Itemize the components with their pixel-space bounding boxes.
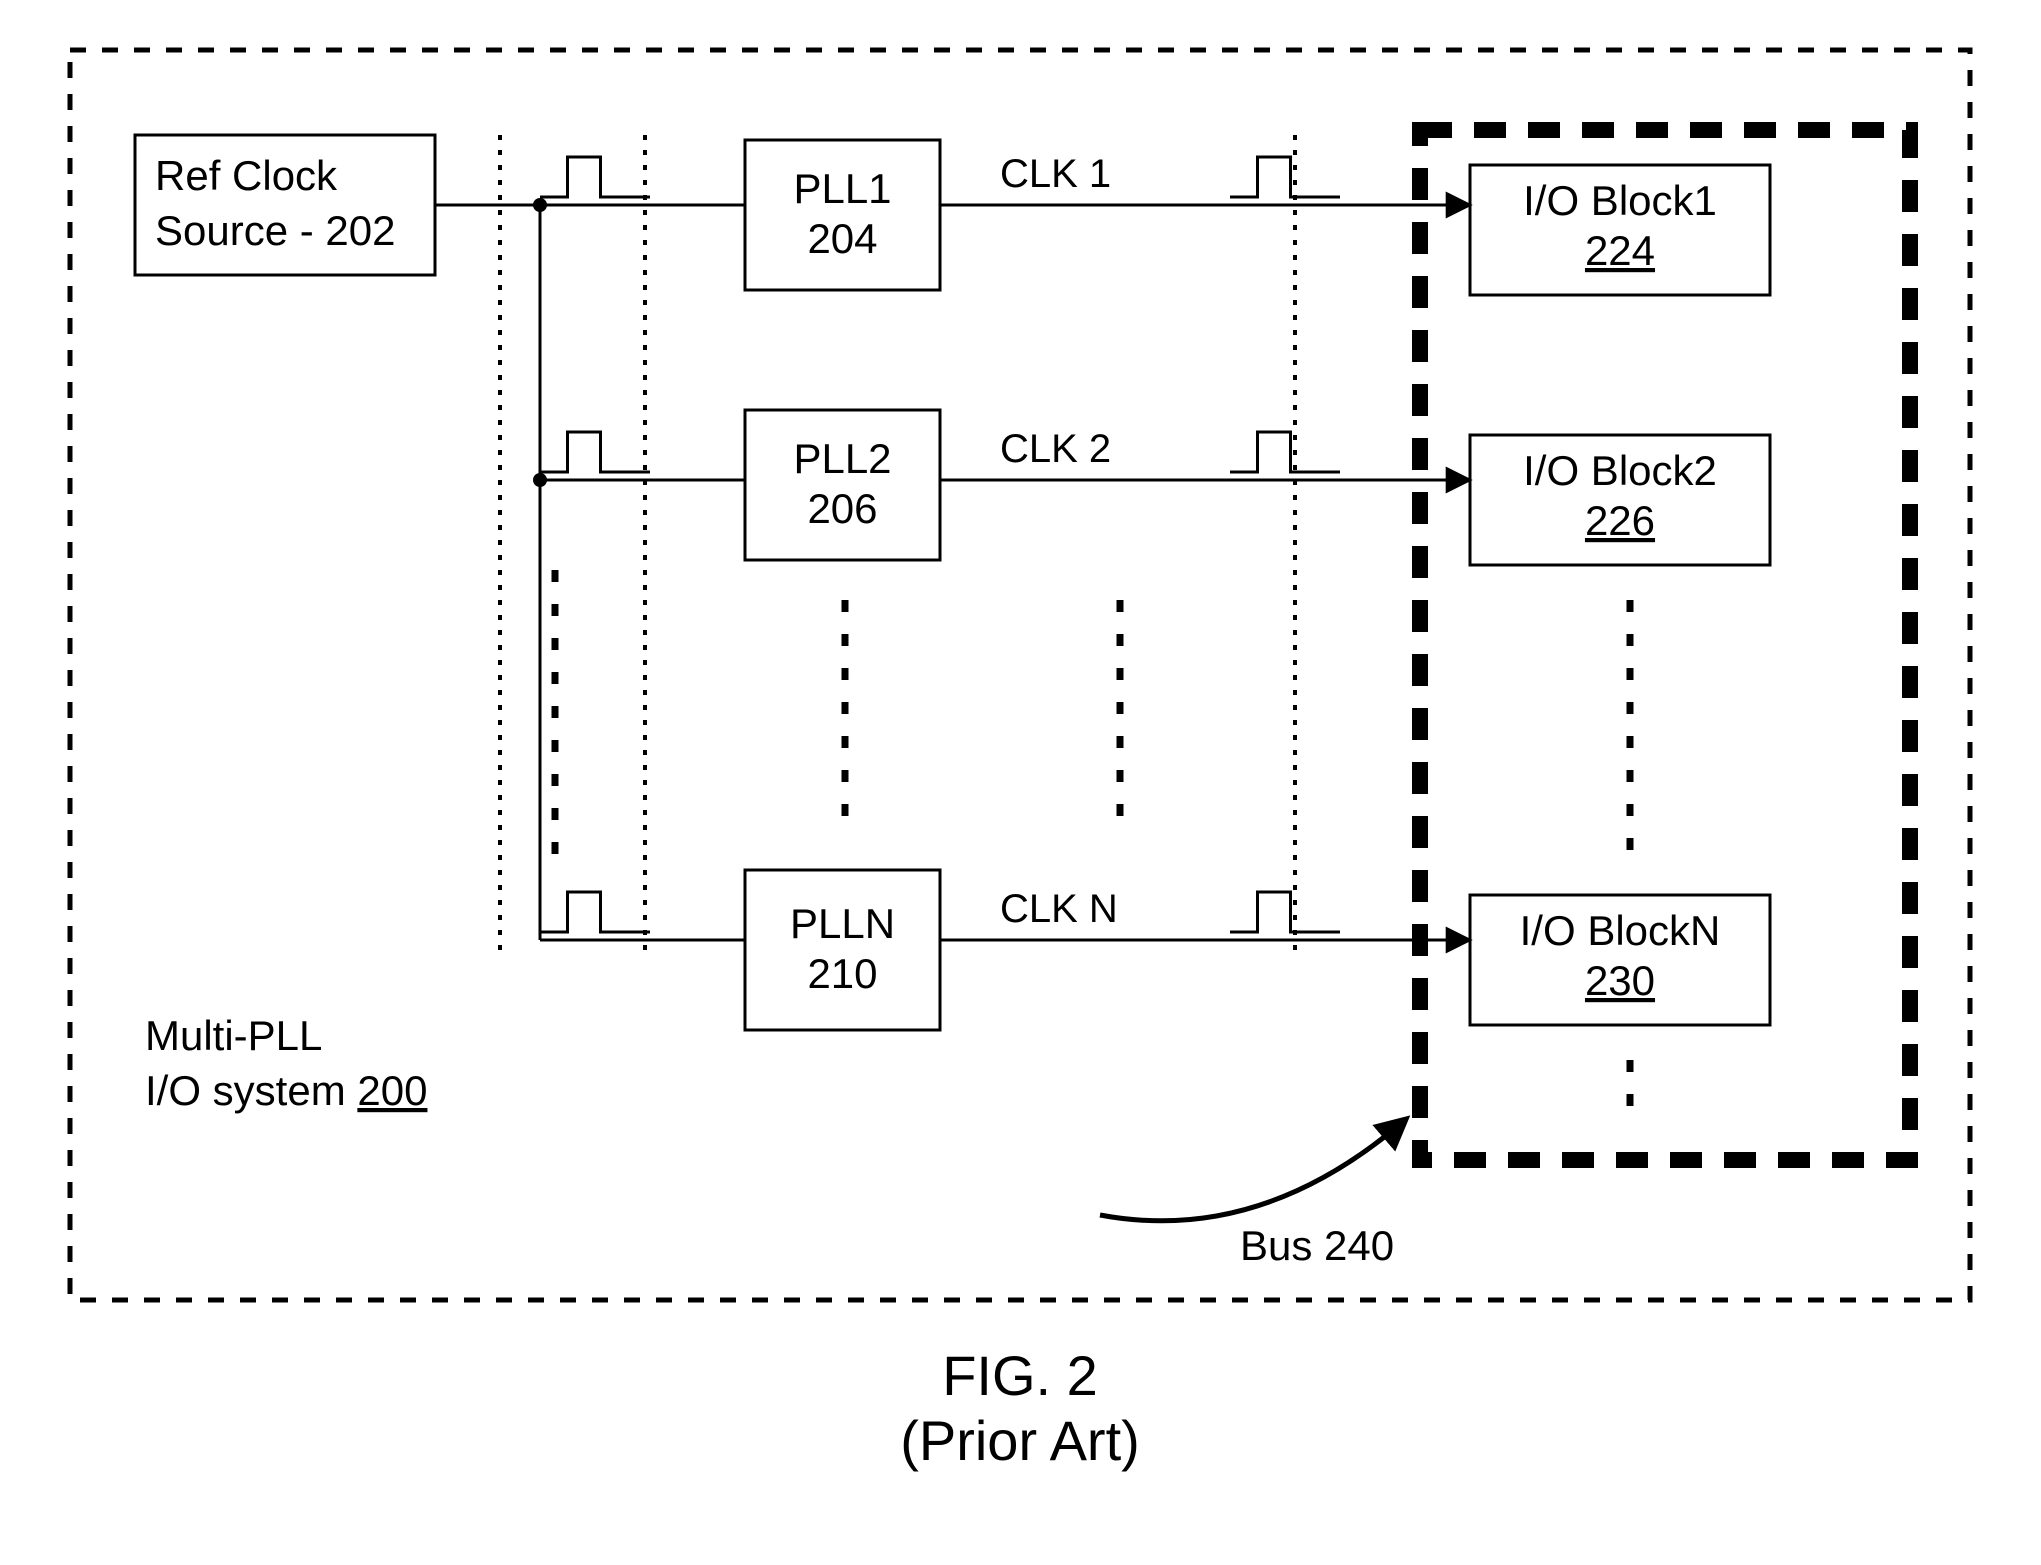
ion-title: I/O BlockN: [1520, 907, 1721, 954]
io2-title: I/O Block2: [1523, 447, 1717, 494]
ref-clock-line1: Ref Clock: [155, 152, 338, 199]
clk-label-0: CLK 1: [1000, 152, 1111, 196]
ion-num: 230: [1585, 957, 1655, 1004]
plln-title: PLLN: [790, 900, 895, 947]
ref-clock-line2: Source - 202: [155, 207, 395, 254]
plln-num: 210: [807, 950, 877, 997]
system-label-line2: I/O system 200: [145, 1067, 427, 1114]
clk-label-2: CLK N: [1000, 887, 1118, 931]
system-label-num: 200: [357, 1067, 427, 1114]
io1-num: 224: [1585, 227, 1655, 274]
pll2-num: 206: [807, 485, 877, 532]
io1-title: I/O Block1: [1523, 177, 1717, 224]
clk-label-1: CLK 2: [1000, 427, 1111, 471]
io2-num: 226: [1585, 497, 1655, 544]
pll1-title: PLL1: [793, 165, 891, 212]
pll2-title: PLL2: [793, 435, 891, 482]
bus-label: Bus 240: [1240, 1222, 1394, 1269]
figure-caption-line1: FIG. 2: [942, 1344, 1098, 1407]
figure-caption-line2: (Prior Art): [900, 1409, 1140, 1472]
system-label-line1: Multi-PLL: [145, 1012, 322, 1059]
pll1-num: 204: [807, 215, 877, 262]
